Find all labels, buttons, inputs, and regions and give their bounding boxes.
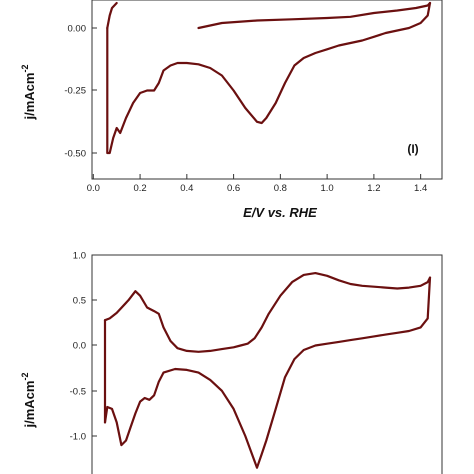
x-tick-label: 1.4 (414, 183, 427, 194)
y-tick-label: 0.0 (73, 341, 86, 352)
panel-annotation: (I) (407, 142, 418, 156)
x-tick-label: 0.4 (180, 183, 193, 194)
chart-panel-bottom: 1.0 0.5 0.0 -0.5 -1.0 j/mAcm-2 (20, 251, 443, 474)
chart-panel-top: 0.00 -0.25 -0.50 0.0 0.2 0.4 0.6 0.8 1.0 1.2 1.4 j… (20, 0, 443, 220)
cv-curve-2 (106, 1, 432, 155)
tick-group-top: 0.00 -0.25 -0.50 0.0 0.2 0.4 0.6 0.8 1.0 1.2 1.4 (64, 24, 427, 195)
tick-group-bottom: 1.0 0.5 0.0 -0.5 -1.0 (70, 251, 97, 443)
x-tick-label: 0.0 (87, 183, 100, 194)
y-axis-label-bottom: j/mAcm-2 (20, 373, 37, 429)
y-tick-label: -0.50 (64, 149, 86, 160)
y-tick-label: -0.5 (70, 387, 86, 398)
cv-curve-1 (197, 1, 432, 30)
x-tick-label: 0.6 (227, 183, 240, 194)
cv-curve-3 (106, 1, 118, 30)
series-group-bottom (103, 272, 432, 469)
cv-curve-1 (103, 272, 432, 353)
plot-frame-bottom (91, 254, 443, 474)
y-axis-label-top: j/mAcm-2 (20, 65, 37, 121)
cv-curve-2 (103, 276, 432, 469)
y-tick-label: -0.25 (64, 86, 86, 97)
x-tick-label: 1.0 (321, 183, 334, 194)
y-tick-label: 1.0 (73, 251, 86, 262)
plot-frame-top (91, 0, 443, 180)
y-tick-label: 0.5 (73, 296, 86, 307)
y-tick-label: 0.00 (68, 24, 87, 35)
x-axis-label-top: E/V vs. RHE (243, 205, 317, 220)
y-tick-label: -1.0 (70, 432, 86, 443)
x-tick-label: 1.2 (367, 183, 380, 194)
series-group-top (106, 1, 432, 155)
x-tick-label: 0.8 (274, 183, 287, 194)
x-tick-label: 0.2 (133, 183, 146, 194)
